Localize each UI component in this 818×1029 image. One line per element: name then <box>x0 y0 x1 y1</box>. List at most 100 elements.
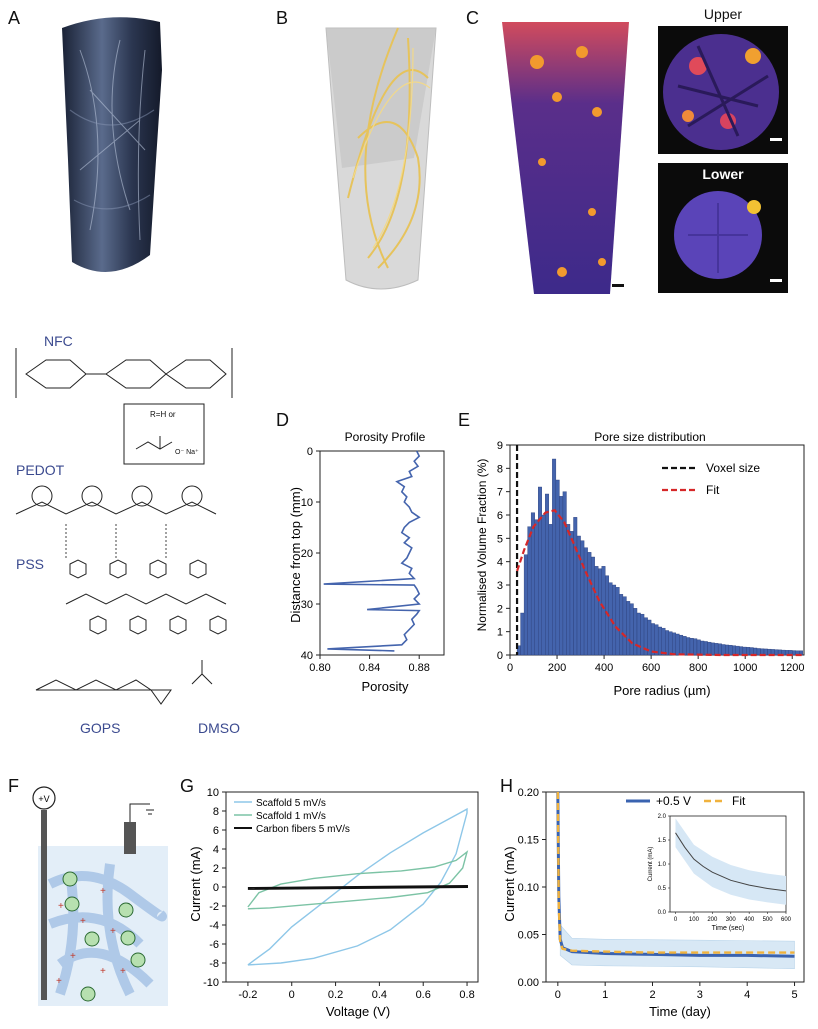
panel-label-h: H <box>500 776 513 796</box>
histogram-bar <box>732 645 736 656</box>
x-tick-label: 0.6 <box>416 989 431 1001</box>
histogram-bar <box>633 608 638 656</box>
porosity-title: Porosity Profile <box>345 430 426 444</box>
histogram-bar <box>749 647 754 656</box>
histogram-bar <box>654 624 659 656</box>
histogram-bar <box>566 524 571 656</box>
x-tick-label: 3 <box>697 989 703 1001</box>
inset-x-tick-label: 0 <box>674 917 678 923</box>
y-tick-label: 9 <box>497 440 503 452</box>
y-tick-label: -6 <box>209 939 219 951</box>
histogram-bar <box>707 641 712 656</box>
plot-frame <box>319 450 445 656</box>
histogram-bar <box>629 603 634 656</box>
histogram-bar <box>527 526 532 656</box>
x-tick-label: 400 <box>595 662 613 674</box>
inset-x-tick-label: 500 <box>763 917 774 923</box>
y-tick-label: 40 <box>301 650 313 662</box>
histogram-bar <box>710 642 715 656</box>
cyclic-voltammetry-chart: Voltage (V) Current (mA) -0.2 0 0.2 0.4 0.6 0… <box>188 787 479 1019</box>
y-tick-label: 10 <box>301 497 313 509</box>
x-tick-label: 0.2 <box>328 989 343 1001</box>
histogram-bar <box>534 519 539 656</box>
histogram-bar <box>601 566 606 656</box>
inset-x-tick-label: 400 <box>744 917 755 923</box>
histogram-bar <box>774 649 779 656</box>
x-tick-label: 5 <box>791 989 797 1001</box>
histogram-bar <box>576 535 581 656</box>
y-tick-label: 4 <box>213 844 219 856</box>
histogram-bar <box>523 554 528 656</box>
x-tick-label: 2 <box>649 989 655 1001</box>
histogram-bar <box>580 540 585 656</box>
y-tick-label: 5 <box>497 533 503 545</box>
inset-y-tick-label: 0.5 <box>658 886 667 892</box>
inset-ylabel: Current (mA) <box>648 847 654 882</box>
x-tick-label: 200 <box>548 662 566 674</box>
x-tick-label: 0 <box>555 989 561 1001</box>
histogram-bar <box>626 601 631 656</box>
panel-label-e: E <box>458 410 471 430</box>
x-tick-label: 1000 <box>733 662 757 674</box>
dmso-label: DMSO <box>198 720 240 736</box>
histogram-bar <box>742 646 747 656</box>
histogram-bar <box>597 568 602 656</box>
svg-text:+: + <box>110 926 116 937</box>
histogram-bar <box>587 552 592 656</box>
y-tick-label: -2 <box>209 901 219 913</box>
x-tick-label: 0.84 <box>359 662 380 674</box>
x-tick-label: 1200 <box>780 662 804 674</box>
histogram-bar <box>590 556 595 656</box>
y-tick-label: 0 <box>307 446 313 458</box>
sodium-label: O⁻ Na⁺ <box>175 449 199 456</box>
pore-size-distribution-chart: Pore size distribution Pore radius (µm) … <box>475 430 805 698</box>
histogram-bar <box>650 623 655 656</box>
y-tick-label: 0 <box>213 882 219 894</box>
nfc-label: NFC <box>44 333 73 349</box>
ct-lower-cross-section <box>658 163 788 293</box>
fiber-render-3d <box>325 27 437 290</box>
histogram-bar <box>672 632 677 656</box>
y-tick-label: 30 <box>301 599 313 611</box>
histogram-bar <box>679 634 684 656</box>
histogram-bar <box>562 491 567 656</box>
y-tick-label: 1 <box>497 627 503 639</box>
histogram-bar <box>686 637 691 656</box>
inset-y-tick-label: 1.5 <box>658 838 667 844</box>
y-tick-label: 6 <box>497 510 503 522</box>
histogram-bar <box>714 643 719 656</box>
svg-text:+: + <box>80 916 86 927</box>
inset-x-tick-label: 200 <box>707 917 718 923</box>
inset-x-tick-label: 300 <box>726 917 737 923</box>
histogram-bar <box>675 633 680 656</box>
y-tick-label: 3 <box>497 580 503 592</box>
cv-xlabel: Voltage (V) <box>326 1004 390 1019</box>
inset-mean-line <box>675 832 787 892</box>
porosity-profile-chart: Porosity Profile Porosity Distance from … <box>288 430 445 694</box>
panel-label-a: A <box>8 8 21 28</box>
x-tick-label: 0.80 <box>309 662 330 674</box>
pss-label: PSS <box>16 556 45 572</box>
histogram-bar <box>665 630 669 656</box>
y-tick-label: 0.20 <box>518 787 539 799</box>
y-tick-label: 0.10 <box>518 882 539 894</box>
histogram-bar <box>548 524 553 656</box>
y-tick-label: 6 <box>213 825 219 837</box>
legend-label: Carbon fibers 5 mV/s <box>256 824 350 835</box>
porosity-ylabel: Distance from top (mm) <box>288 487 303 623</box>
x-tick-label: 0.88 <box>408 662 429 674</box>
cv-series-line <box>247 850 469 910</box>
histogram-bar <box>520 612 525 656</box>
pedot-label: PEDOT <box>16 462 65 478</box>
y-tick-label: 7 <box>497 487 503 499</box>
histogram-bar <box>583 547 588 656</box>
y-tick-label: -10 <box>203 977 219 989</box>
histogram-bar <box>622 596 627 656</box>
ct-upper-cross-section <box>658 26 788 154</box>
panel-label-d: D <box>276 410 289 430</box>
histogram-bar <box>573 517 578 656</box>
ct-slice-section <box>502 22 629 294</box>
histogram-bar <box>559 496 564 656</box>
inset-xlabel: Time (sec) <box>712 925 745 932</box>
x-tick-label: 0 <box>289 989 295 1001</box>
